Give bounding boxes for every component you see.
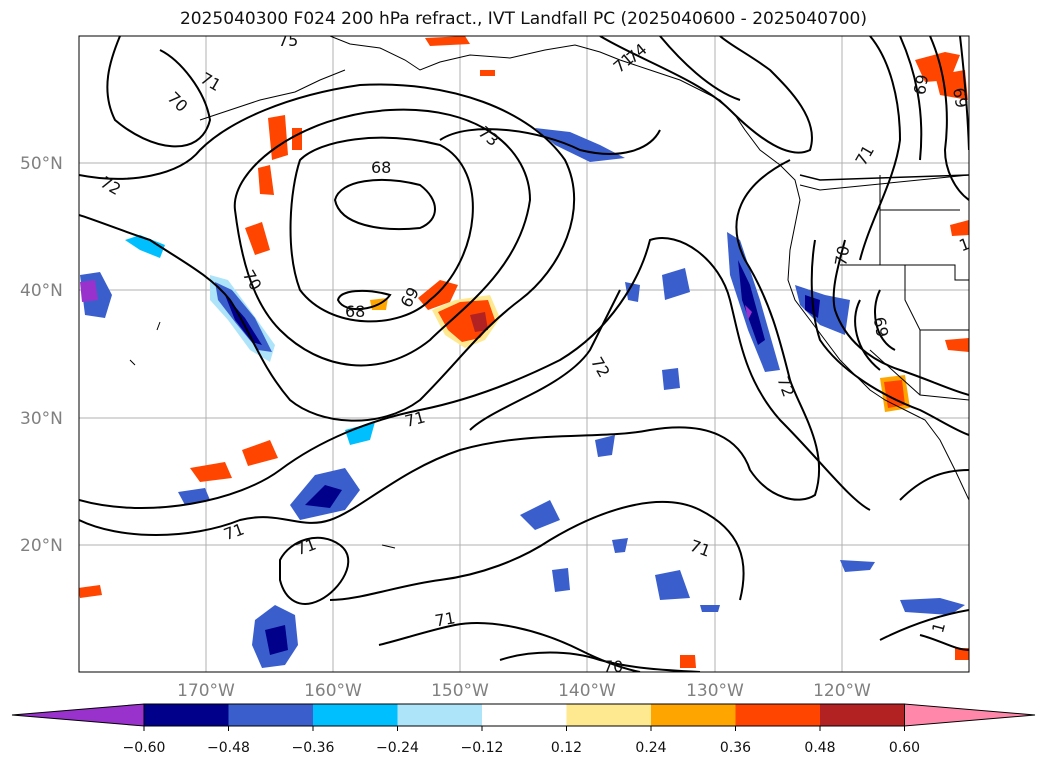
lon-label: 120°W — [813, 681, 871, 701]
colorbar-segment — [313, 704, 398, 726]
lon-label: 170°W — [177, 681, 235, 701]
contour-label: 68 — [371, 158, 391, 177]
colorbar-tick-label: 0.12 — [551, 740, 582, 756]
graticule — [79, 36, 969, 672]
colorbar-tick-label: −0.36 — [292, 740, 335, 756]
contour-label: 68 — [345, 302, 365, 321]
colorbar-segment — [820, 704, 905, 726]
colorbar-extend-max — [904, 703, 1036, 727]
lon-label: 160°W — [304, 681, 362, 701]
latitude-labels: 50°N 40°N 30°N 20°N — [20, 154, 63, 556]
contour-label: 75 — [278, 31, 298, 50]
lat-label: 50°N — [20, 154, 63, 174]
lat-label: 20°N — [20, 536, 63, 556]
refractivity-contours — [79, 36, 969, 672]
lon-label: 130°W — [686, 681, 744, 701]
map-panel — [79, 36, 969, 672]
colorbar-border — [143, 703, 905, 727]
colorbar-tick-label: 0.24 — [635, 740, 666, 756]
colorbar-segment — [566, 704, 652, 726]
colorbar-segment — [228, 704, 314, 726]
colorbar-segment — [651, 704, 736, 726]
colorbar-segment — [735, 704, 821, 726]
colorbar-tick-label: 0.36 — [720, 740, 751, 756]
lon-label: 150°W — [431, 681, 489, 701]
colorbar-tick-label: −0.60 — [123, 740, 166, 756]
colorbar-tick-label: −0.48 — [207, 740, 250, 756]
map-title: 2025040300 F024 200 hPa refract., IVT La… — [179, 9, 867, 29]
contour-label: 70 — [831, 244, 853, 267]
colorbar-segment — [397, 704, 483, 726]
contour-label: 69 — [949, 86, 971, 109]
contour-label: 70 — [603, 657, 623, 676]
contour-label: 71 — [403, 407, 428, 431]
colorbar-tick-label: 0.60 — [889, 740, 920, 756]
colorbar-tick-label: −0.12 — [461, 740, 504, 756]
contour-label: 69 — [870, 315, 892, 338]
lon-label: 140°W — [558, 681, 616, 701]
longitude-labels: 170°W 160°W 150°W 140°W 130°W 120°W — [177, 681, 871, 701]
colorbar-segment — [144, 704, 229, 726]
colorbar-tick-label: −0.24 — [376, 740, 419, 756]
lat-label: 30°N — [20, 409, 63, 429]
lat-label: 40°N — [20, 281, 63, 301]
colorbar-extend-min — [11, 703, 145, 727]
contour-label: 69 — [910, 73, 932, 96]
contour-label: 71 — [433, 608, 456, 630]
colorbar: −0.60 −0.48 −0.36 −0.24 −0.12 0.12 0.24 0.36 0.4… — [11, 703, 1036, 756]
colorbar-tick-label: 0.48 — [804, 740, 835, 756]
contour-label: 1 — [928, 620, 949, 635]
map-frame — [78, 35, 970, 673]
colorbar-segment — [482, 704, 567, 726]
